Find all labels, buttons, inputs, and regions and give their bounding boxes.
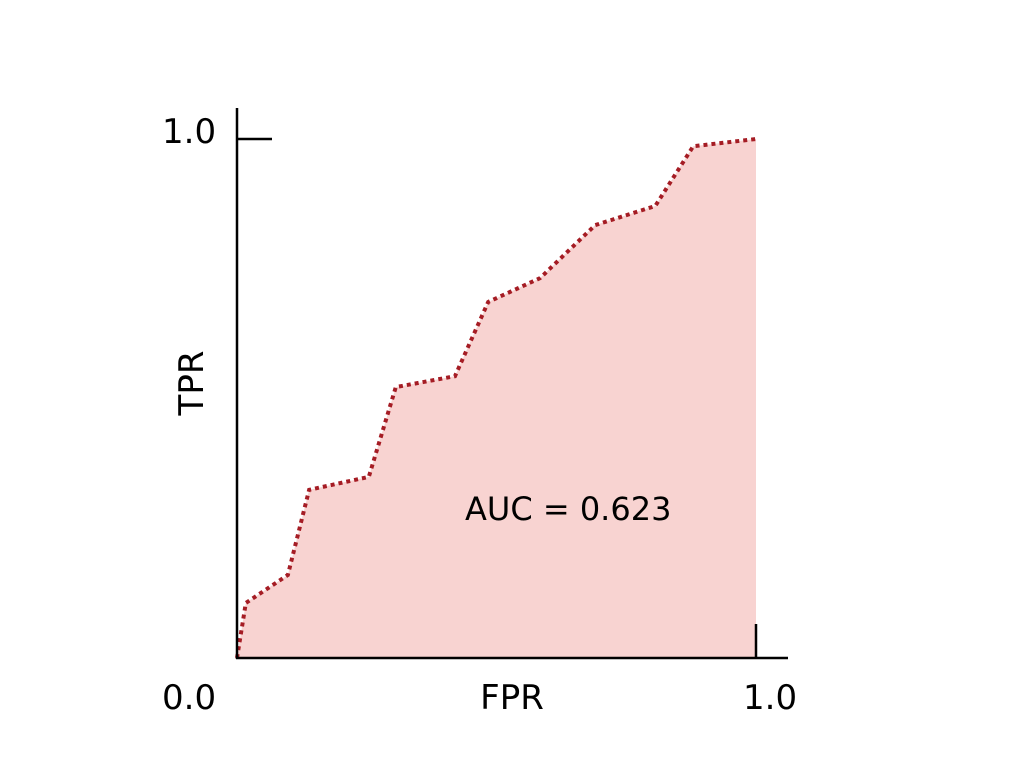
y-tick-label-1: 1.0: [162, 112, 216, 152]
x-tick-label-0: 0.0: [162, 678, 216, 718]
auc-area: [237, 139, 756, 658]
x-tick-label-1: 1.0: [743, 678, 797, 718]
x-axis-label: FPR: [480, 678, 544, 718]
y-axis-label: TPR: [172, 351, 212, 417]
roc-curve: [235, 137, 757, 659]
auc-annotation: AUC = 0.623: [465, 490, 671, 528]
